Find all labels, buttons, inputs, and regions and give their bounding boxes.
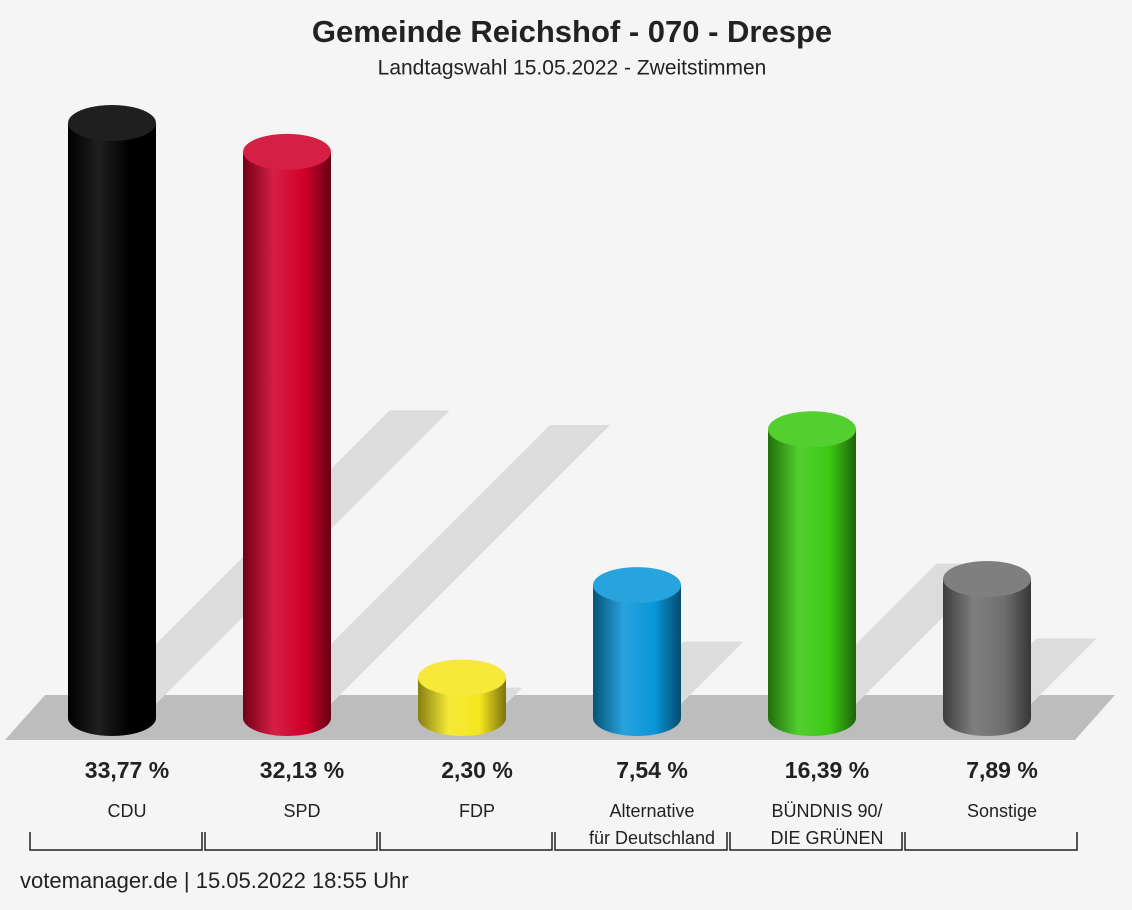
category-bracket — [729, 832, 903, 851]
bar-cap — [418, 659, 506, 696]
bar — [68, 123, 156, 736]
value-label: 7,54 % — [616, 757, 688, 783]
bar-cap — [593, 567, 681, 604]
bars — [68, 105, 1031, 737]
category-bracket — [204, 832, 378, 851]
category-label: SPD — [283, 801, 320, 821]
bar-cap — [768, 411, 856, 448]
value-label: 2,30 % — [441, 757, 513, 783]
value-label: 16,39 % — [785, 757, 869, 783]
bar-cap — [243, 133, 331, 170]
value-label: 7,89 % — [966, 757, 1038, 783]
footer: votemanager.de | 15.05.2022 18:55 Uhr — [20, 868, 409, 893]
category-bracket — [379, 832, 553, 851]
category-bracket — [904, 832, 1078, 851]
category-bracket — [554, 832, 728, 851]
bar — [593, 585, 681, 736]
bar-cap — [943, 560, 1031, 597]
category-label: FDP — [459, 801, 495, 821]
bar — [243, 151, 331, 737]
category-label: DIE GRÜNEN — [770, 828, 883, 848]
category-label: Sonstige — [967, 801, 1037, 821]
bar — [943, 578, 1031, 736]
chart-title: Gemeinde Reichshof - 070 - Drespe — [312, 14, 832, 49]
value-label: 32,13 % — [260, 757, 344, 783]
value-label: 33,77 % — [85, 757, 169, 783]
bar — [768, 429, 856, 736]
bar-shadow — [267, 424, 611, 708]
chart-subtitle: Landtagswahl 15.05.2022 - Zweitstimmen — [378, 57, 767, 80]
category-label: BÜNDNIS 90/ — [771, 801, 882, 821]
category-bracket — [29, 832, 203, 851]
category-label: CDU — [108, 801, 147, 821]
category-label: für Deutschland — [589, 828, 715, 848]
bar-cap — [68, 105, 156, 141]
category-label: Alternative — [609, 801, 694, 821]
